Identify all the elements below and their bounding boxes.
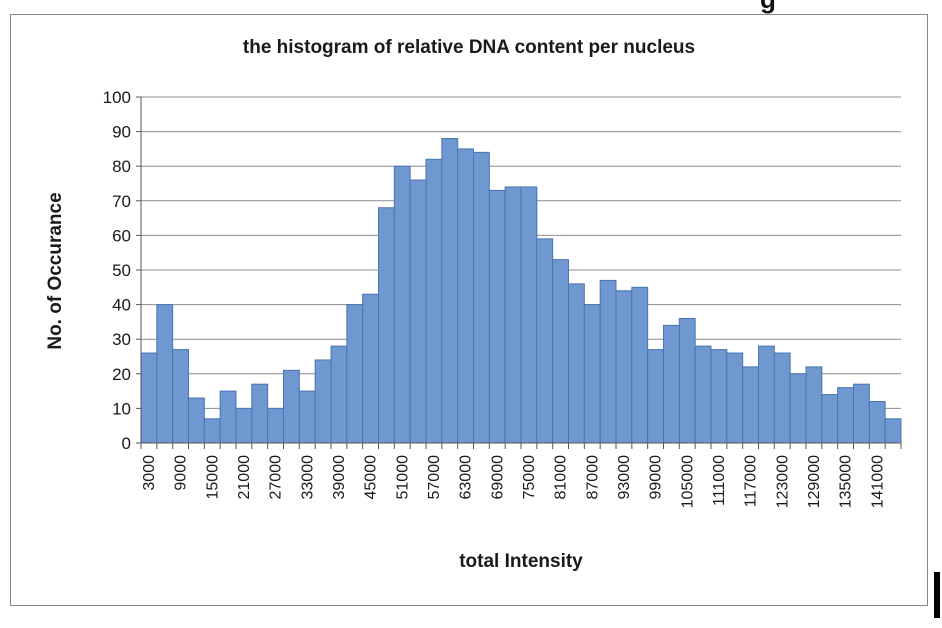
x-tick-label: 69000 <box>489 455 506 500</box>
histogram-bar <box>758 345 775 444</box>
x-tick-label: 117000 <box>743 455 760 507</box>
chart-title: the histogram of relative DNA content pe… <box>243 37 695 58</box>
histogram-bar <box>536 238 554 444</box>
x-tick-label: 15000 <box>204 455 221 500</box>
histogram-bar <box>694 345 712 444</box>
x-tick-label: 39000 <box>331 455 348 500</box>
histogram-bar <box>615 290 633 444</box>
histogram-bar <box>330 345 348 444</box>
histogram-bar <box>378 207 395 444</box>
histogram-bar <box>773 352 791 444</box>
histogram-bar <box>663 324 680 444</box>
histogram-bar <box>188 397 205 444</box>
histogram-bar <box>868 400 886 444</box>
x-tick-label: 75000 <box>521 455 538 500</box>
y-tick-label: 80 <box>112 157 131 176</box>
histogram-bar <box>314 359 332 444</box>
x-tick-label: 33000 <box>299 455 316 500</box>
histogram-bar <box>710 349 728 444</box>
histogram-bar <box>457 148 474 444</box>
histogram-bar <box>599 279 617 444</box>
y-tick-label: 50 <box>112 261 131 280</box>
histogram-bar <box>583 304 601 444</box>
histogram-bar <box>726 352 744 444</box>
y-axis-label: No. of Occurance <box>45 192 66 349</box>
histogram-bar <box>552 259 570 444</box>
x-tick-label: 105000 <box>679 455 696 508</box>
histogram-bar <box>504 186 522 444</box>
x-tick-label: 51000 <box>394 455 411 500</box>
x-tick-label: 81000 <box>553 455 570 500</box>
histogram-bar <box>568 283 585 444</box>
histogram-bar <box>172 349 190 444</box>
chart-frame: the histogram of relative DNA content pe… <box>10 14 928 606</box>
y-tick-label: 10 <box>112 399 131 418</box>
x-tick-label: 63000 <box>458 455 475 500</box>
histogram-bar <box>140 352 158 444</box>
histogram-bar <box>853 383 870 444</box>
x-tick-label: 93000 <box>616 455 633 500</box>
x-tick-label: 99000 <box>648 455 665 500</box>
histogram-bar <box>520 186 538 444</box>
histogram-chart: the histogram of relative DNA content pe… <box>45 37 902 572</box>
x-tick-label: 21000 <box>236 455 253 500</box>
histogram-bar <box>362 293 379 444</box>
histogram-bar <box>805 366 823 444</box>
histogram-bar <box>267 407 284 444</box>
histogram-bar <box>789 373 807 444</box>
x-tick-label: 9000 <box>173 455 190 491</box>
x-tick-label: 111000 <box>711 455 728 506</box>
histogram-bar <box>156 304 174 444</box>
x-tick-label: 57000 <box>426 455 443 500</box>
histogram-bar <box>346 304 364 444</box>
histogram-bar <box>298 390 316 444</box>
y-tick-label: 40 <box>112 296 131 315</box>
histogram-bar <box>647 349 665 444</box>
y-tick-label: 70 <box>112 192 131 211</box>
x-tick-label: 87000 <box>584 455 601 500</box>
y-tick-label: 100 <box>103 88 131 107</box>
histogram-bar <box>473 151 490 444</box>
histogram-bar <box>203 418 221 444</box>
histogram-bar <box>409 179 427 444</box>
y-tick-label: 20 <box>112 365 131 384</box>
x-tick-label: 123000 <box>774 455 791 508</box>
bars <box>140 138 902 444</box>
x-tick-label: 3000 <box>141 455 158 491</box>
histogram-bar <box>393 165 411 444</box>
x-tick-label: 129000 <box>806 455 823 508</box>
x-axis-label: total Intensity <box>459 551 583 572</box>
histogram-bar <box>441 138 459 444</box>
cursor-bar <box>934 572 940 618</box>
x-tick-label: 27000 <box>268 455 285 500</box>
y-tick-label: 30 <box>112 330 131 349</box>
histogram-bar <box>821 394 839 444</box>
y-tick-label: 0 <box>122 434 131 453</box>
histogram-bar <box>283 369 300 444</box>
x-tick-label: 45000 <box>363 455 380 500</box>
y-tick-label: 90 <box>112 123 131 142</box>
histogram-bar <box>235 407 253 444</box>
y-axis-ticks: 0 10 20 30 40 50 60 70 80 90 100 <box>103 88 141 453</box>
histogram-bar <box>837 387 855 444</box>
y-tick-label: 60 <box>112 226 131 245</box>
histogram-bar <box>425 158 443 444</box>
histogram-bar <box>631 286 649 444</box>
cropped-heading-fragment: g <box>760 0 776 15</box>
histogram-bar <box>884 418 902 444</box>
histogram-bar <box>251 383 269 444</box>
x-tick-label: 141000 <box>869 455 886 508</box>
histogram-bar <box>742 366 760 444</box>
histogram-bar <box>219 390 237 444</box>
histogram-bar <box>678 317 696 444</box>
x-tick-label: 135000 <box>838 455 855 508</box>
x-axis-ticks: 3000 9000 15000 21000 27000 33000 39000 45000 51… <box>140 443 902 508</box>
histogram-bar <box>488 189 506 444</box>
